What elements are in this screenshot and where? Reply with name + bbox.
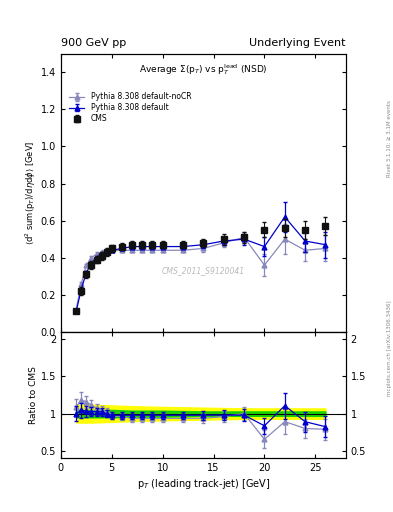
- Y-axis label: Ratio to CMS: Ratio to CMS: [29, 366, 38, 424]
- X-axis label: p$_T$ (leading track-jet) [GeV]: p$_T$ (leading track-jet) [GeV]: [137, 477, 270, 492]
- Text: mcplots.cern.ch [arXiv:1306.3436]: mcplots.cern.ch [arXiv:1306.3436]: [387, 301, 392, 396]
- Text: Underlying Event: Underlying Event: [249, 38, 346, 48]
- Y-axis label: $\langle$d$^2$ sum(p$_T$)/d$\eta$d$\phi\rangle$ [GeV]: $\langle$d$^2$ sum(p$_T$)/d$\eta$d$\phi\…: [24, 141, 38, 245]
- Text: CMS_2011_S9120041: CMS_2011_S9120041: [162, 266, 245, 275]
- Text: 900 GeV pp: 900 GeV pp: [61, 38, 126, 48]
- Text: Average $\Sigma$(p$_T$) vs p$_T^{\rm lead}$ (NSD): Average $\Sigma$(p$_T$) vs p$_T^{\rm lea…: [139, 62, 268, 77]
- Text: Rivet 3.1.10; ≥ 3.1M events: Rivet 3.1.10; ≥ 3.1M events: [387, 100, 392, 177]
- Legend: Pythia 8.308 default-noCR, Pythia 8.308 default, CMS: Pythia 8.308 default-noCR, Pythia 8.308 …: [68, 91, 193, 125]
